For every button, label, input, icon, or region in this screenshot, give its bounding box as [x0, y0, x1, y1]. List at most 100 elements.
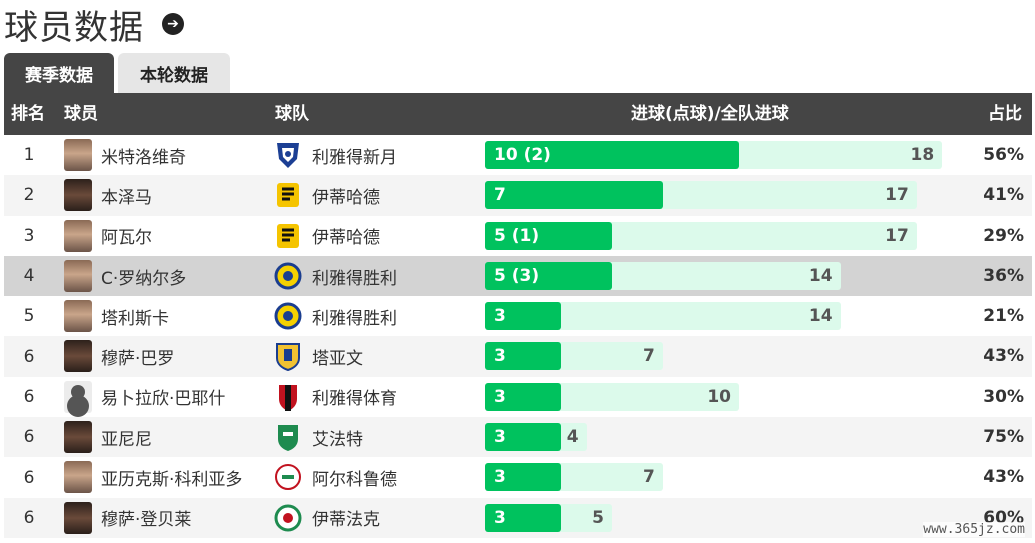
player-avatar — [64, 300, 92, 333]
player-goals-bar — [485, 221, 612, 250]
team-goals-label: 7 — [642, 467, 655, 488]
rank-cell: 3 — [23, 225, 35, 246]
team-name[interactable]: 塔亚文 — [312, 349, 363, 370]
team-name[interactable]: 伊蒂法克 — [312, 510, 380, 531]
rank-cell: 6 — [23, 346, 35, 367]
goal-share: 29% — [983, 225, 1024, 246]
table-row[interactable]: 6 亚历克斯·科利亚多 阿尔科鲁德 3 7 43% — [4, 457, 1032, 498]
title-row: 球员数据 ➔ — [4, 2, 184, 48]
al-riyadh-logo — [274, 382, 302, 412]
header-team: 球队 — [275, 104, 309, 124]
team-name[interactable]: 利雅得新月 — [312, 147, 397, 168]
table-row[interactable]: 6 穆萨·登贝莱 伊蒂法克 3 5 60% — [4, 497, 1032, 538]
tab-round-stats[interactable]: 本轮数据 — [118, 53, 230, 93]
team-goals-label: 4 — [566, 427, 579, 448]
player-name[interactable]: 米特洛维奇 — [101, 147, 186, 168]
goals-label: 3 — [494, 427, 506, 448]
goals-label: 3 — [494, 507, 506, 528]
team-goals-label: 18 — [910, 145, 935, 165]
player-goals-bar — [485, 261, 612, 290]
player-avatar — [64, 179, 92, 212]
player-name[interactable]: 塔利斯卡 — [101, 308, 169, 329]
goals-label: 5 (1) — [494, 225, 540, 246]
table-header: 排名 球员 球队 进球(点球)/全队进球 占比 — [4, 93, 1032, 135]
team-name[interactable]: 利雅得胜利 — [312, 308, 397, 329]
al-ettifaq-logo — [274, 503, 302, 533]
player-stats-table: 排名 球员 球队 进球(点球)/全队进球 占比 1 米特洛维奇 利雅得新月 10 (2… — [4, 93, 1032, 538]
goals-label: 7 — [494, 185, 506, 206]
player-name[interactable]: C·罗纳尔多 — [101, 268, 187, 289]
goals-label: 3 — [494, 467, 506, 488]
player-goals-bar — [485, 382, 562, 411]
player-goals-bar — [485, 463, 562, 492]
player-name[interactable]: 易卜拉欣·巴耶什 — [101, 389, 226, 410]
header-pct: 占比 — [988, 104, 1022, 124]
header-player: 球员 — [64, 104, 98, 124]
header-rank: 排名 — [11, 104, 45, 124]
table-body: 1 米特洛维奇 利雅得新月 10 (2) 18 56% 2 本泽马 伊蒂哈德 7 17 41% 3 阿瓦尔… — [4, 135, 1032, 538]
al-ittihad-logo — [274, 180, 302, 210]
arrow-right-icon[interactable]: ➔ — [162, 13, 184, 35]
al-hilal-logo — [274, 140, 302, 170]
rank-cell: 6 — [23, 507, 35, 528]
player-name[interactable]: 阿瓦尔 — [101, 228, 152, 249]
team-name[interactable]: 艾法特 — [312, 429, 363, 450]
player-avatar — [64, 340, 92, 373]
al-taawoun-logo — [274, 341, 302, 372]
player-avatar — [64, 259, 92, 292]
team-goals-label: 7 — [642, 346, 655, 367]
table-row[interactable]: 6 亚尼尼 艾法特 3 4 75% — [4, 417, 1032, 458]
goals-label: 3 — [494, 346, 506, 367]
al-ittihad-logo — [274, 221, 302, 251]
rank-cell: 6 — [23, 386, 35, 407]
table-row[interactable]: 6 穆萨·巴罗 塔亚文 3 7 43% — [4, 336, 1032, 377]
tab-season-stats[interactable]: 赛季数据 — [4, 53, 114, 93]
player-name[interactable]: 亚尼尼 — [101, 429, 152, 450]
watermark: www.365jz.com — [923, 522, 1025, 537]
al-nassr-logo — [274, 301, 302, 331]
player-avatar — [64, 380, 92, 413]
page-title: 球员数据 — [4, 7, 144, 48]
player-avatar — [64, 139, 92, 171]
header-goals: 进球(点球)/全队进球 — [631, 104, 789, 124]
player-name[interactable]: 穆萨·巴罗 — [101, 349, 175, 370]
team-goals-label: 14 — [808, 306, 833, 327]
team-goals-label: 10 — [707, 386, 731, 407]
team-name[interactable]: 阿尔科鲁德 — [312, 470, 397, 491]
table-row[interactable]: 3 阿瓦尔 伊蒂哈德 5 (1) 17 29% — [4, 215, 1032, 256]
table-row[interactable]: 6 易卜拉欣·巴耶什 利雅得体育 3 10 30% — [4, 376, 1032, 418]
tab-bar: 赛季数据 本轮数据 — [4, 53, 230, 93]
team-goals-label: 17 — [885, 185, 909, 206]
goals-label: 3 — [494, 306, 506, 327]
player-avatar — [64, 461, 92, 494]
player-name[interactable]: 本泽马 — [101, 187, 152, 208]
player-name[interactable]: 亚历克斯·科利亚多 — [101, 470, 243, 491]
table-row[interactable]: 5 塔利斯卡 利雅得胜利 3 14 21% — [4, 296, 1032, 337]
team-goals-label: 14 — [808, 265, 833, 286]
player-name[interactable]: 穆萨·登贝莱 — [101, 510, 192, 531]
team-name[interactable]: 利雅得胜利 — [312, 268, 397, 289]
goal-share: 21% — [983, 306, 1024, 327]
table-row[interactable]: 1 米特洛维奇 利雅得新月 10 (2) 18 56% — [4, 135, 1032, 176]
table-row[interactable]: 2 本泽马 伊蒂哈德 7 17 41% — [4, 175, 1032, 216]
goal-share: 41% — [983, 185, 1024, 206]
rank-cell: 1 — [23, 145, 35, 166]
player-goals-bar — [485, 423, 562, 452]
player-goals-bar — [485, 302, 562, 331]
rank-cell: 2 — [23, 185, 35, 206]
player-avatar — [64, 501, 92, 534]
team-name[interactable]: 伊蒂哈德 — [312, 228, 380, 249]
goal-share: 43% — [983, 346, 1024, 367]
goal-share: 56% — [983, 145, 1024, 165]
player-avatar — [64, 219, 92, 252]
team-name[interactable]: 利雅得体育 — [312, 389, 397, 410]
player-avatar — [64, 421, 92, 454]
goals-label: 3 — [494, 386, 506, 407]
al-fateh-logo — [274, 422, 302, 452]
goals-label: 5 (3) — [494, 265, 540, 286]
table-row[interactable]: 4 C·罗纳尔多 利雅得胜利 5 (3) 14 36% — [4, 255, 1032, 297]
goal-share: 75% — [983, 427, 1024, 448]
team-name[interactable]: 伊蒂哈德 — [312, 187, 380, 208]
rank-cell: 6 — [23, 427, 35, 448]
goal-share: 36% — [983, 265, 1024, 286]
